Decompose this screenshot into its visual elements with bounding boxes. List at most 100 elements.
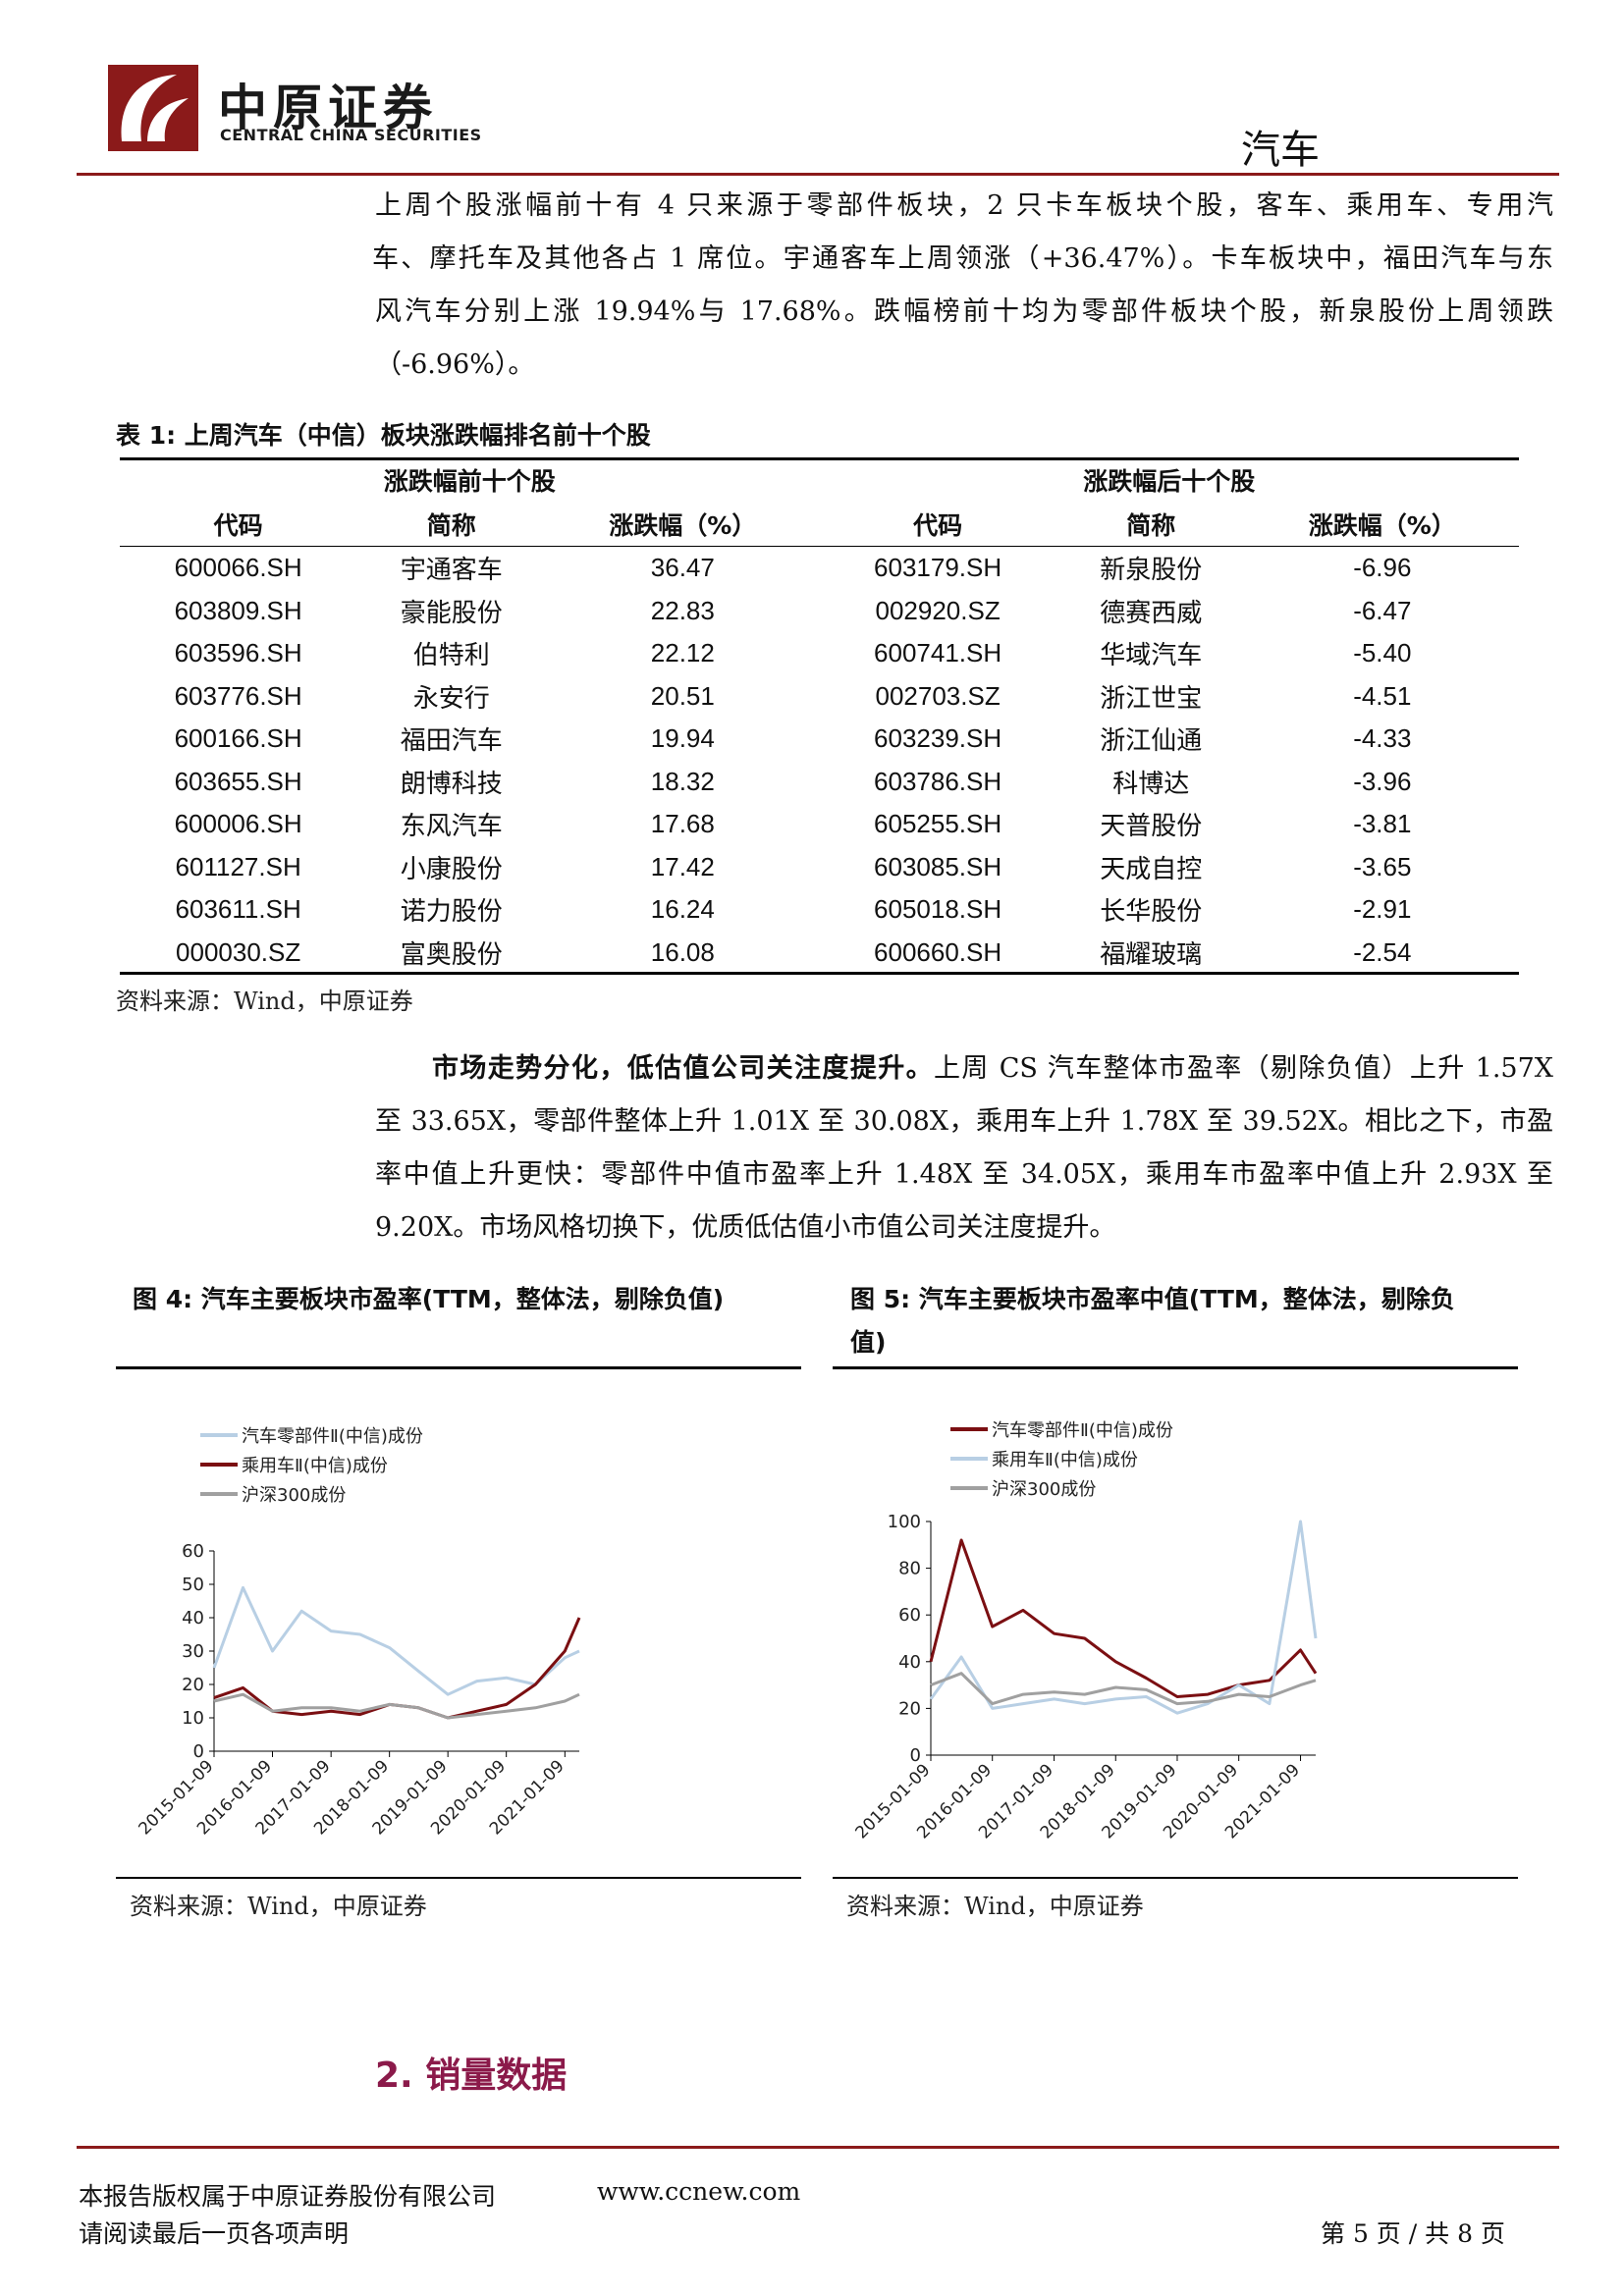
cell-pct: -3.65 [1353,851,1412,881]
cell-pct: -5.40 [1353,638,1412,668]
intro-paragraph: 上周个股涨幅前十有 4 只来源于零部件板块，2 只卡车板块个股，客车、乘用车、专… [372,180,1553,392]
sector-title: 汽车 [1241,128,1320,173]
market-line-1-text: 上周 CS 汽车整体市盈率（剔除负值）上升 1.57X [934,1053,1554,1084]
cell-code: 600006.SH [174,809,302,839]
market-line-4: 9.20X。市场风格切换下，优质低估值小市值公司关注度提升。 [375,1212,1116,1243]
cell-code: 600741.SH [874,638,1002,668]
table-bottom-rule [120,972,1519,975]
market-lead: 市场走势分化，低估值公司关注度提升。 [432,1053,934,1084]
legend-label: 沪深300成份 [992,1479,1096,1500]
cell-pct: -2.91 [1353,894,1412,925]
company-name-en: CENTRAL CHINA SECURITIES [220,126,482,144]
figure5-top-rule [833,1366,1518,1369]
table-row: 000030.SZ 富奥股份 16.08 600660.SH 福耀玻璃 -2.54 [120,932,1519,975]
cell-pct: -4.33 [1353,723,1412,754]
footer-website[interactable]: www.ccnew.com [597,2177,801,2206]
cell-name: 浙江仙通 [1100,726,1203,757]
table-row: 600006.SH 东风汽车 17.68 605255.SH 天普股份 -3.81 [120,803,1519,846]
column-header: 简称 [1056,503,1246,547]
series-line [930,1672,1317,1706]
header-divider [77,173,1559,176]
cell-pct: 16.24 [650,894,715,925]
cell-pct: -6.96 [1353,553,1412,583]
cell-code: 600660.SH [874,936,1002,967]
figure5-source: 资料来源：Wind，中原证券 [846,1893,1144,1920]
y-tick-label: 40 [182,1608,204,1629]
y-tick-label: 50 [182,1575,204,1595]
cell-code: 600166.SH [174,723,302,754]
section-title: 2. 销量数据 [375,2056,568,2096]
cell-name: 华域汽车 [1100,641,1203,671]
y-tick-label: 20 [898,1698,921,1719]
y-tick-label: 40 [898,1652,921,1673]
cell-name: 豪能股份 [400,598,503,628]
cell-code: 603085.SH [874,851,1002,881]
y-tick-label: 0 [193,1741,204,1762]
figure5-title-line1: 图 5: 汽车主要板块市盈率中值(TTM，整体法，剔除负 [850,1285,1455,1313]
cell-code: 603786.SH [874,766,1002,796]
legend-label: 沪深300成份 [242,1485,346,1506]
column-header: 代码 [120,503,357,547]
market-line-2: 至 33.65X，零部件整体上升 1.01X 至 30.08X，乘用车上升 1.… [375,1106,1553,1137]
y-tick-label: 20 [182,1675,204,1695]
cell-pct: 19.94 [650,723,715,754]
column-header: 涨跌幅（%） [546,503,820,547]
cell-code: 603179.SH [874,553,1002,583]
market-paragraph: 市场走势分化，低估值公司关注度提升。上周 CS 汽车整体市盈率（剔除负值）上升 … [375,1042,1553,1255]
table-row: 600066.SH 宇通客车 36.47 603179.SH 新泉股份 -6.96 [120,547,1519,590]
figure4-bottom-rule [116,1877,801,1879]
intro-line-4: （-6.96%）。 [375,349,535,380]
cell-code: 002703.SZ [875,680,1001,711]
cell-name: 德赛西威 [1100,598,1203,628]
footer-divider [77,2146,1559,2149]
cell-pct: 17.68 [650,809,715,839]
legend-label: 汽车零部件Ⅱ(中信)成份 [992,1420,1173,1441]
intro-line-3: 风汽车分别上涨 19.94%与 17.68%。跌幅榜前十均为零部件板块个股，新泉… [375,296,1553,327]
cell-code: 605018.SH [874,894,1002,925]
footer-disclaimer: 请阅读最后一页各项声明 [79,2219,350,2248]
group-header-top: 涨跌幅前十个股 [383,467,556,496]
cell-pct: 20.51 [650,680,715,711]
table-row: 603809.SH 豪能股份 22.83 002920.SZ 德赛西威 -6.47 [120,590,1519,633]
cell-pct: -2.54 [1353,936,1412,967]
table-source: 资料来源：Wind，中原证券 [116,988,413,1015]
footer-copyright: 本报告版权属于中原证券股份有限公司 [79,2182,497,2211]
cell-code: 603776.SH [174,680,302,711]
y-tick-label: 60 [182,1541,204,1562]
group-header-bottom: 涨跌幅后十个股 [1083,467,1256,496]
series-line [213,1617,581,1720]
cell-name: 长华股份 [1100,897,1203,928]
cell-pct: 22.83 [650,595,715,625]
cell-name: 永安行 [412,683,490,714]
cell-name: 天成自控 [1100,854,1203,884]
figure4-top-rule [116,1366,801,1369]
figure4-title: 图 4: 汽车主要板块市盈率(TTM，整体法，剔除负值) [133,1285,725,1313]
y-tick-label: 0 [910,1745,921,1766]
y-tick-label: 100 [888,1512,921,1532]
cell-name: 伯特利 [412,641,490,671]
cell-code: 603809.SH [174,595,302,625]
column-header: 代码 [819,503,1056,547]
table-row: 603655.SH 朗博科技 18.32 603786.SH 科博达 -3.96 [120,761,1519,804]
cell-code: 002920.SZ [875,595,1001,625]
series-line [929,1538,1318,1698]
cell-code: 601127.SH [175,851,301,881]
y-tick-label: 10 [182,1708,204,1729]
cell-name: 东风汽车 [400,812,503,842]
figure5-title: 图 5: 汽车主要板块市盈率中值(TTM，整体法，剔除负 值) [850,1278,1455,1364]
cell-pct: 17.42 [650,851,715,881]
cell-pct: 36.47 [650,553,715,583]
y-tick-label: 30 [182,1641,204,1662]
column-header: 涨跌幅（%） [1245,503,1519,547]
cell-name: 小康股份 [400,854,503,884]
table-row: 603611.SH 诺力股份 16.24 605018.SH 长华股份 -2.91 [120,888,1519,932]
cell-pct: 16.08 [650,936,715,967]
figure5-bottom-rule [833,1877,1518,1879]
company-logo [108,65,198,151]
series-line [212,1585,580,1696]
cell-code: 603596.SH [174,638,302,668]
cell-name: 科博达 [1112,769,1190,799]
cell-code: 603239.SH [874,723,1002,754]
intro-line-1: 上周个股涨幅前十有 4 只来源于零部件板块，2 只卡车板块个股，客车、乘用车、专… [375,190,1553,221]
